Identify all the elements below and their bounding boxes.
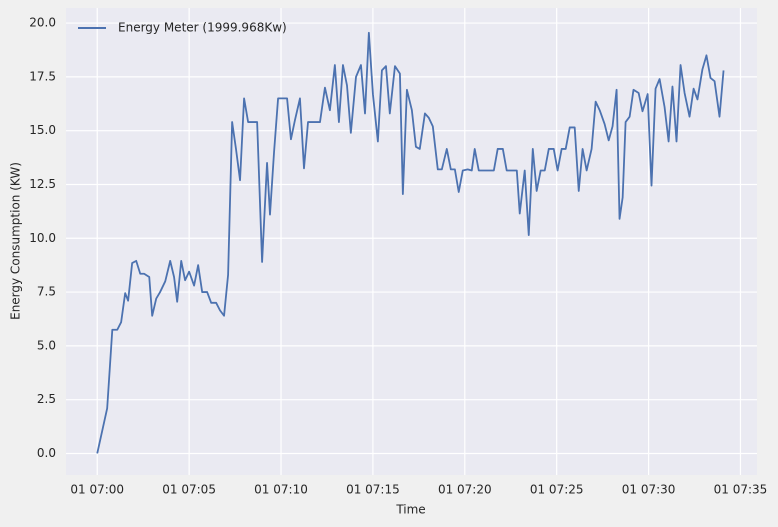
x-tick-label: 01 07:00 xyxy=(70,483,124,497)
legend-label: Energy Meter (1999.968Kw) xyxy=(118,21,287,35)
x-tick-label: 01 07:30 xyxy=(622,483,676,497)
y-tick-label: 2.5 xyxy=(37,392,56,406)
x-tick-label: 01 07:10 xyxy=(254,483,308,497)
y-tick-label: 17.5 xyxy=(29,69,56,83)
y-tick-label: 12.5 xyxy=(29,177,56,191)
data-line xyxy=(96,31,725,454)
x-axis-label: Time xyxy=(395,503,425,517)
y-tick-label: 0.0 xyxy=(37,446,56,460)
x-tick-label: 01 07:20 xyxy=(438,483,492,497)
y-tick-label: 7.5 xyxy=(37,285,56,299)
y-tick-label: 20.0 xyxy=(29,16,56,30)
x-tick-label: 01 07:05 xyxy=(162,483,216,497)
y-tick-label: 10.0 xyxy=(29,231,56,245)
y-tick-label: 15.0 xyxy=(29,123,56,137)
x-tick-label: 01 07:15 xyxy=(346,483,400,497)
x-tick-label: 01 07:25 xyxy=(530,483,584,497)
plot-area xyxy=(66,8,757,475)
y-axis-label: Energy Consumption (KW) xyxy=(9,162,23,320)
y-tick-label: 5.0 xyxy=(37,338,56,352)
x-tick-label: 01 07:35 xyxy=(714,483,768,497)
